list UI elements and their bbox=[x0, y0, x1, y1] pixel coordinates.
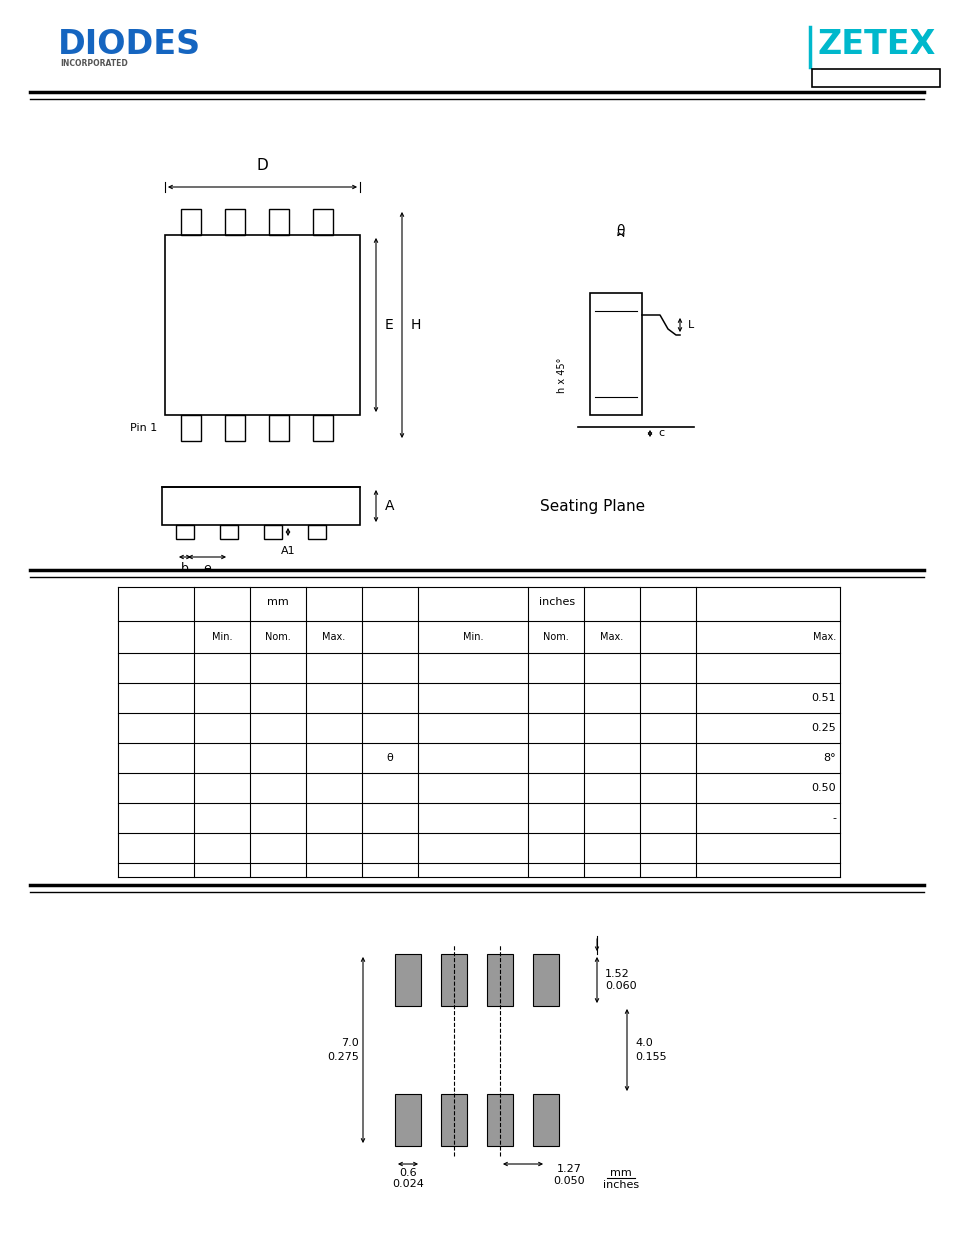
Text: INCORPORATED: INCORPORATED bbox=[60, 58, 128, 68]
Bar bbox=[811, 69, 939, 86]
Bar bbox=[308, 525, 326, 538]
Text: Nom.: Nom. bbox=[542, 632, 568, 642]
Bar bbox=[220, 525, 237, 538]
Text: E: E bbox=[385, 317, 394, 332]
Text: 0.6: 0.6 bbox=[398, 1168, 416, 1178]
Text: D: D bbox=[256, 158, 268, 173]
Text: 0.50: 0.50 bbox=[810, 783, 835, 793]
Text: 0.050: 0.050 bbox=[553, 1176, 584, 1186]
Bar bbox=[395, 1094, 420, 1146]
Text: A1: A1 bbox=[280, 546, 295, 556]
Bar bbox=[264, 525, 282, 538]
Text: θ: θ bbox=[386, 753, 393, 763]
Text: b: b bbox=[181, 562, 189, 576]
Text: Min.: Min. bbox=[462, 632, 483, 642]
Text: Pin 1: Pin 1 bbox=[130, 424, 157, 433]
Bar bbox=[225, 415, 245, 441]
Text: mm: mm bbox=[267, 597, 289, 606]
Text: inches: inches bbox=[538, 597, 575, 606]
Bar bbox=[269, 415, 289, 441]
Bar bbox=[589, 293, 641, 415]
Text: Min.: Min. bbox=[212, 632, 232, 642]
Bar bbox=[225, 209, 245, 235]
Bar bbox=[533, 953, 558, 1007]
Text: θ: θ bbox=[616, 224, 624, 238]
Text: Max.: Max. bbox=[322, 632, 345, 642]
Text: 8°: 8° bbox=[822, 753, 835, 763]
Text: h x 45°: h x 45° bbox=[557, 357, 566, 393]
Text: Max.: Max. bbox=[812, 632, 835, 642]
Bar bbox=[440, 1094, 467, 1146]
Text: 4.0: 4.0 bbox=[635, 1037, 652, 1049]
Text: 0.275: 0.275 bbox=[327, 1052, 358, 1062]
Bar bbox=[486, 1094, 513, 1146]
Text: e: e bbox=[203, 562, 211, 576]
Bar bbox=[181, 415, 201, 441]
Bar bbox=[313, 209, 333, 235]
Bar bbox=[440, 953, 467, 1007]
Text: Nom.: Nom. bbox=[265, 632, 291, 642]
Bar bbox=[533, 1094, 558, 1146]
Text: 0.060: 0.060 bbox=[604, 981, 636, 990]
Bar bbox=[395, 953, 420, 1007]
Text: A: A bbox=[385, 499, 395, 513]
Bar bbox=[162, 487, 359, 525]
Bar bbox=[269, 209, 289, 235]
Text: 0.155: 0.155 bbox=[635, 1052, 666, 1062]
Bar bbox=[165, 235, 359, 415]
Text: L: L bbox=[687, 320, 694, 330]
Text: 1.27: 1.27 bbox=[556, 1165, 580, 1174]
Text: c: c bbox=[658, 429, 663, 438]
Text: DIODES: DIODES bbox=[58, 28, 201, 62]
Text: -: - bbox=[831, 813, 835, 823]
Bar bbox=[181, 209, 201, 235]
Text: 0.024: 0.024 bbox=[392, 1179, 423, 1189]
Text: 1.52: 1.52 bbox=[604, 969, 629, 979]
Text: H: H bbox=[411, 317, 421, 332]
Text: ZETEX: ZETEX bbox=[817, 28, 936, 62]
Bar bbox=[313, 415, 333, 441]
Text: 7.0: 7.0 bbox=[341, 1037, 358, 1049]
Bar bbox=[486, 953, 513, 1007]
Text: Seating Plane: Seating Plane bbox=[539, 499, 644, 514]
Bar bbox=[175, 525, 193, 538]
Text: Max.: Max. bbox=[599, 632, 623, 642]
Text: mm: mm bbox=[610, 1168, 631, 1178]
Text: inches: inches bbox=[602, 1179, 639, 1191]
Text: 0.51: 0.51 bbox=[810, 693, 835, 703]
Text: 0.25: 0.25 bbox=[810, 722, 835, 734]
